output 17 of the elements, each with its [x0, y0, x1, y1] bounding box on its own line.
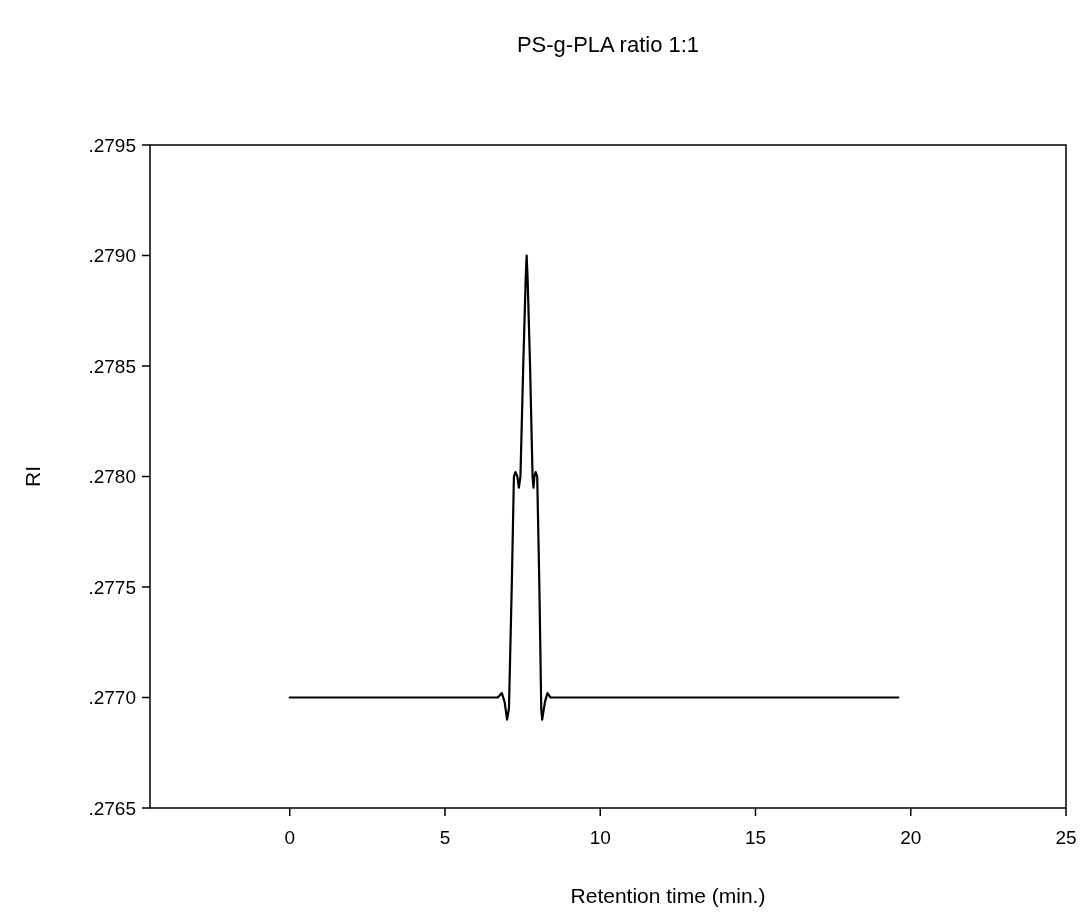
y-tick-label: .2790 — [88, 245, 136, 267]
x-tick-label: 10 — [589, 827, 611, 848]
y-tick-label: .2765 — [88, 797, 136, 819]
x-axis-title: Retention time (min.) — [570, 884, 766, 907]
y-tick-label: .2795 — [88, 134, 136, 156]
x-tick-label: 15 — [744, 827, 767, 848]
x-tick-label: 0 — [284, 827, 296, 848]
y-tick-label: .2775 — [88, 576, 136, 598]
x-tick-label: 25 — [1055, 827, 1077, 848]
line-series — [288, 254, 900, 721]
x-tick-label: 20 — [900, 827, 922, 848]
y-axis-title: RI — [21, 466, 44, 487]
chart-title: PS-g-PLA ratio 1:1 — [516, 32, 700, 57]
y-tick-label: .2770 — [88, 687, 136, 709]
y-tick-label: .2780 — [88, 466, 136, 488]
x-tick-label: 5 — [439, 827, 451, 848]
y-tick-label: .2785 — [88, 355, 136, 377]
